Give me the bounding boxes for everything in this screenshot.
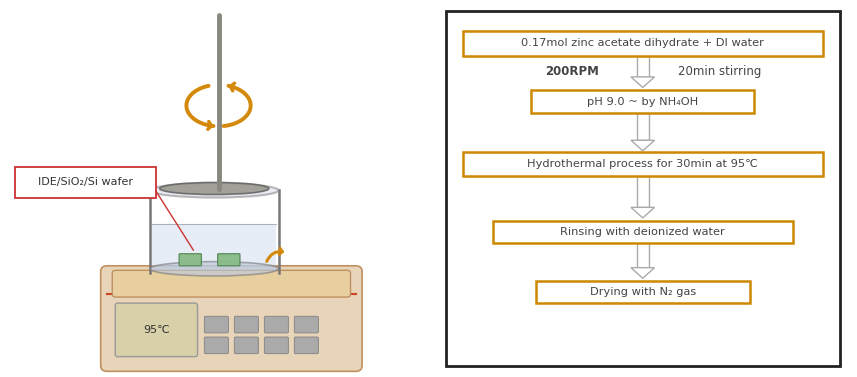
Polygon shape: [631, 77, 655, 87]
Text: pH 9.0 ~ by NH₄OH: pH 9.0 ~ by NH₄OH: [587, 97, 698, 107]
FancyBboxPatch shape: [493, 221, 793, 243]
FancyBboxPatch shape: [294, 337, 318, 354]
Ellipse shape: [159, 182, 269, 195]
FancyBboxPatch shape: [463, 31, 823, 55]
FancyBboxPatch shape: [234, 316, 258, 333]
Polygon shape: [631, 140, 655, 151]
Text: 95℃: 95℃: [143, 325, 170, 335]
Text: 0.17mol zinc acetate dihydrate + DI water: 0.17mol zinc acetate dihydrate + DI wate…: [521, 38, 764, 48]
Text: Drying with N₂ gas: Drying with N₂ gas: [590, 287, 696, 297]
Polygon shape: [153, 224, 276, 270]
Text: Hydrothermal process for 30min at 95℃: Hydrothermal process for 30min at 95℃: [527, 159, 758, 169]
FancyBboxPatch shape: [637, 113, 649, 140]
FancyBboxPatch shape: [463, 152, 823, 176]
Ellipse shape: [150, 262, 279, 276]
Polygon shape: [631, 207, 655, 218]
Text: 20min stirring: 20min stirring: [678, 65, 762, 78]
Text: 200RPM: 200RPM: [545, 65, 599, 78]
FancyBboxPatch shape: [204, 337, 228, 354]
FancyBboxPatch shape: [536, 281, 750, 303]
FancyBboxPatch shape: [446, 11, 840, 366]
FancyBboxPatch shape: [112, 270, 351, 297]
FancyBboxPatch shape: [264, 337, 288, 354]
FancyBboxPatch shape: [204, 316, 228, 333]
Text: IDE/SiO₂/Si wafer: IDE/SiO₂/Si wafer: [39, 178, 133, 187]
FancyBboxPatch shape: [15, 167, 157, 198]
FancyBboxPatch shape: [294, 316, 318, 333]
Polygon shape: [631, 268, 655, 278]
FancyBboxPatch shape: [637, 56, 649, 77]
FancyBboxPatch shape: [637, 243, 649, 268]
FancyBboxPatch shape: [218, 254, 240, 266]
FancyBboxPatch shape: [637, 176, 649, 207]
FancyBboxPatch shape: [179, 254, 201, 266]
FancyBboxPatch shape: [531, 90, 754, 113]
Ellipse shape: [150, 183, 279, 198]
FancyBboxPatch shape: [101, 266, 362, 371]
Text: Rinsing with deionized water: Rinsing with deionized water: [560, 227, 725, 237]
FancyBboxPatch shape: [264, 316, 288, 333]
FancyBboxPatch shape: [234, 337, 258, 354]
FancyBboxPatch shape: [115, 303, 197, 357]
